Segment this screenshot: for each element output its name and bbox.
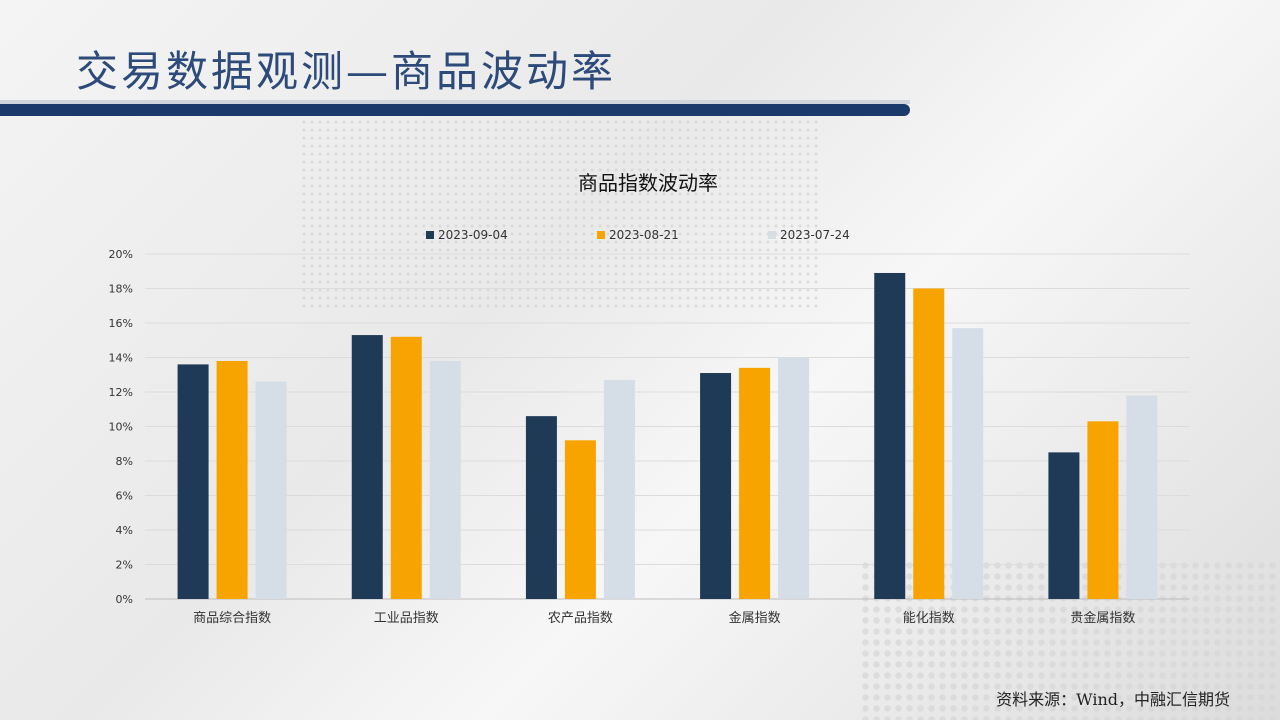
- x-tick-label: 能化指数: [903, 611, 955, 626]
- legend: 2023-09-04 2023-08-21 2023-07-24: [426, 228, 850, 242]
- grid-lines: [145, 253, 1190, 600]
- y-tick-label: 10%: [109, 421, 133, 434]
- x-tick-label: 金属指数: [729, 610, 781, 626]
- bar: [525, 416, 557, 599]
- x-tick-label: 农产品指数: [548, 611, 613, 626]
- bar: [700, 373, 732, 599]
- y-tick-label: 18%: [109, 283, 133, 296]
- y-tick-label: 6%: [116, 490, 133, 503]
- bar: [603, 379, 635, 599]
- legend-swatch: [426, 231, 434, 239]
- bar: [564, 440, 596, 599]
- legend-label: 2023-07-24: [780, 228, 850, 242]
- bar: [351, 335, 383, 599]
- bar: [952, 328, 984, 599]
- x-tick-label: 贵金属指数: [1070, 610, 1135, 626]
- bar: [874, 272, 906, 599]
- bars: [177, 272, 1158, 599]
- y-tick-label: 0%: [116, 593, 133, 606]
- bar: [177, 364, 209, 599]
- y-tick-label: 20%: [109, 248, 133, 261]
- bar: [1048, 452, 1080, 599]
- y-tick-label: 2%: [116, 559, 133, 572]
- x-tick-label: 商品综合指数: [193, 611, 271, 626]
- x-axis: 商品综合指数 工业品指数 农产品指数 金属指数 能化指数 贵金属指数: [193, 610, 1135, 626]
- bar: [913, 288, 945, 599]
- y-tick-label: 4%: [116, 524, 133, 537]
- title-underline-shadow: [0, 100, 910, 104]
- bar: [390, 336, 422, 599]
- legend-label: 2023-08-21: [609, 228, 679, 242]
- legend-swatch: [768, 231, 776, 239]
- title-underline-bar: [0, 104, 910, 116]
- background-dot-map: [300, 110, 820, 310]
- legend-label: 2023-09-04: [438, 228, 508, 242]
- bar: [739, 367, 771, 599]
- bar: [778, 357, 810, 599]
- chart-title: 商品指数波动率: [578, 171, 718, 195]
- page-title: 交易数据观测—商品波动率: [76, 47, 617, 96]
- y-tick-label: 16%: [109, 317, 133, 330]
- x-tick-label: 工业品指数: [374, 611, 439, 626]
- y-tick-label: 14%: [109, 352, 133, 365]
- legend-swatch: [597, 231, 605, 239]
- y-tick-label: 8%: [116, 455, 133, 468]
- bar: [255, 381, 287, 599]
- bar: [429, 360, 461, 599]
- bar: [1087, 421, 1119, 599]
- bar: [1126, 395, 1158, 599]
- bar: [216, 360, 248, 599]
- y-tick-label: 12%: [109, 386, 133, 399]
- y-axis: 0% 2% 4% 6% 8% 10% 12% 14% 16% 18% 20%: [109, 248, 133, 606]
- source-note: 资料来源：Wind，中融汇信期货: [996, 690, 1230, 709]
